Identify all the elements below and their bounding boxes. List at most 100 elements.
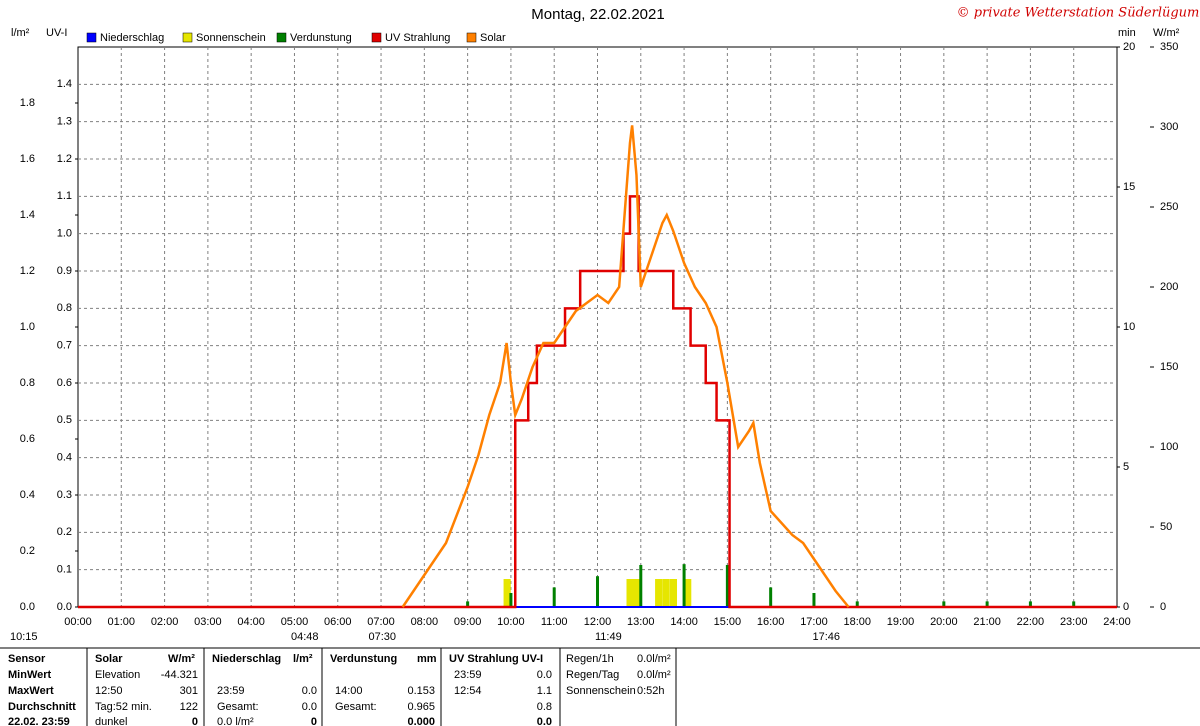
x-tick-label: 03:00 <box>194 616 222 628</box>
bar <box>509 593 513 607</box>
x-tick-label: 04:00 <box>237 616 265 628</box>
group-unit: mm <box>417 653 437 665</box>
bar <box>655 579 663 607</box>
cell-value: 0 <box>311 716 317 726</box>
legend-swatch <box>466 32 477 43</box>
row-label: MinWert <box>8 669 52 681</box>
y-tick-label: 0.2 <box>20 545 35 557</box>
group-unit: W/m² <box>168 653 195 665</box>
x-tick-label: 07:00 <box>367 616 395 628</box>
y-tick-label: 1.0 <box>20 321 35 333</box>
series-line <box>401 125 850 608</box>
group-header: UV Strahlung UV-I <box>449 653 543 665</box>
legend-label: Solar <box>480 32 506 44</box>
y-tick-label: 1.4 <box>20 209 35 221</box>
y2-tick-label: 0.3 <box>57 489 72 501</box>
y-axis-title: l/m² <box>11 27 30 39</box>
x-tick-label: 00:00 <box>64 616 92 628</box>
x-tick-label: 20:00 <box>930 616 958 628</box>
legend-label: Verdunstung <box>290 32 352 44</box>
group-header: Solar <box>95 653 123 665</box>
y2-tick-label: 1.1 <box>57 190 72 202</box>
y3-tick-label: 20 <box>1123 41 1135 53</box>
cell-value: 0.0 <box>537 716 552 726</box>
y4-tick-label: 350 <box>1160 41 1178 53</box>
y4-tick-label: 300 <box>1160 121 1178 133</box>
bar <box>626 579 634 607</box>
bar <box>669 579 678 607</box>
bar <box>596 576 599 607</box>
x-tick-label: 18:00 <box>843 616 871 628</box>
bar <box>769 587 773 607</box>
cell-value: 0.8 <box>537 701 552 713</box>
time-marker: 07:30 <box>368 631 396 643</box>
credit: © private Wetterstation Süderlügum <box>957 6 1200 21</box>
y2-tick-label: 0.0 <box>57 601 72 613</box>
legend-label: Sonnenschein <box>196 32 266 44</box>
cell-label: Gesamt: <box>335 701 377 713</box>
cell-value: 0.000 <box>407 716 435 726</box>
x-tick-label: 16:00 <box>757 616 785 628</box>
y3-tick-label: 15 <box>1123 181 1135 193</box>
cell-label: Tag:52 min. <box>95 701 152 713</box>
y-tick-label: 1.6 <box>20 153 35 165</box>
y4-tick-label: 50 <box>1160 521 1172 533</box>
cell-value: 0.965 <box>407 701 435 713</box>
x-tick-label: 17:00 <box>800 616 828 628</box>
x-tick-label: 14:00 <box>670 616 698 628</box>
x-tick-label: 01:00 <box>108 616 136 628</box>
bar <box>682 564 686 607</box>
cell-label: 12:50 <box>95 685 123 697</box>
legend-swatch <box>86 32 97 43</box>
bar <box>1028 601 1032 607</box>
time-marker: 04:48 <box>291 631 319 643</box>
x-tick-label: 15:00 <box>714 616 742 628</box>
x-tick-label: 05:00 <box>281 616 309 628</box>
bar <box>639 565 643 607</box>
legend-label: UV Strahlung <box>385 32 450 44</box>
group-header: Niederschlag <box>212 653 281 665</box>
y-tick-label: 1.2 <box>20 265 35 277</box>
x-tick-label: 13:00 <box>627 616 655 628</box>
bar <box>633 579 641 607</box>
x-tick-label: 19:00 <box>887 616 915 628</box>
x-tick-label: 22:00 <box>1017 616 1045 628</box>
cell-label: 23:59 <box>217 685 245 697</box>
cell-value: 0.0 <box>537 669 552 681</box>
cell-label: 12:54 <box>454 685 482 697</box>
y3-tick-label: 10 <box>1123 321 1135 333</box>
bar <box>812 593 816 607</box>
bar <box>1072 601 1076 607</box>
bar <box>855 601 859 607</box>
extra-label: Regen/Tag <box>566 669 619 681</box>
x-tick-label: 09:00 <box>454 616 482 628</box>
extra-value: 0:52h <box>637 685 665 697</box>
y-tick-label: 0.4 <box>20 489 35 501</box>
bar <box>985 601 989 607</box>
y3-tick-label: 5 <box>1123 461 1129 473</box>
bar <box>466 601 470 607</box>
cell-label: 14:00 <box>335 685 363 697</box>
cell-value: 0.0 <box>302 701 317 713</box>
cell-value: 0.0 <box>302 685 317 697</box>
y4-tick-label: 0 <box>1160 601 1166 613</box>
y2-tick-label: 0.2 <box>57 526 72 538</box>
cell-label: Gesamt: <box>217 701 259 713</box>
bar <box>725 565 729 607</box>
bar <box>662 579 670 607</box>
time-marker: 10:15 <box>10 631 38 643</box>
time-marker: 17:46 <box>812 631 840 643</box>
x-tick-label: 02:00 <box>151 616 179 628</box>
time-marker: 11:49 <box>595 631 622 643</box>
bar <box>684 579 692 607</box>
x-tick-label: 11:00 <box>541 616 568 628</box>
y-tick-label: 0.8 <box>20 377 35 389</box>
series-line <box>78 195 1117 609</box>
cell-label: 23:59 <box>454 669 482 681</box>
legend-swatch <box>276 32 287 43</box>
y2-tick-label: 0.8 <box>57 302 72 314</box>
y2-tick-label: 0.5 <box>57 414 72 426</box>
group-header: Verdunstung <box>330 653 397 665</box>
